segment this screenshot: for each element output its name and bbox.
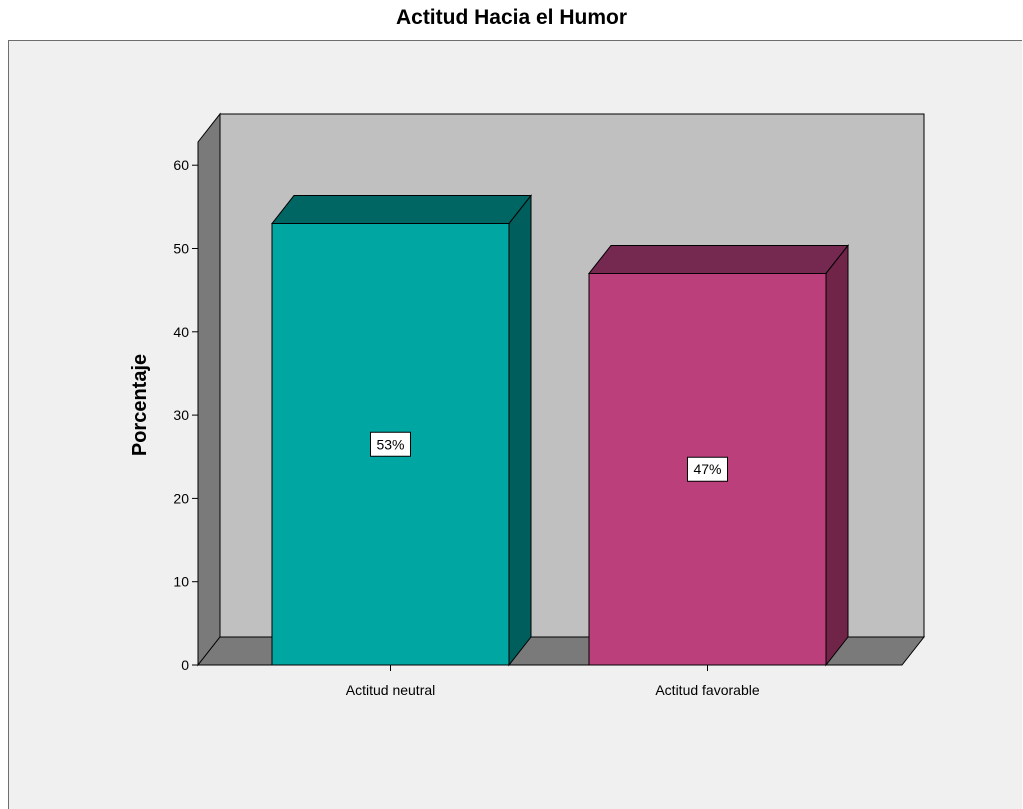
y-tick-label: 0	[181, 657, 189, 673]
y-tick-label: 40	[173, 324, 189, 340]
bar-top	[587, 244, 850, 274]
x-axis: Actitud neutral Actitud favorable	[346, 665, 760, 698]
y-axis: 0 10 20 30 40 50 60	[173, 157, 199, 673]
y-tick-label: 30	[173, 407, 189, 423]
y-axis-label: Porcentaje	[129, 354, 151, 456]
chart-title: Actitud Hacia el Humor	[395, 6, 628, 29]
bar-2: 47%	[587, 244, 850, 667]
y-tick-label: 10	[173, 574, 189, 590]
y-tick-label: 20	[173, 490, 189, 506]
category-label: Actitud neutral	[346, 682, 436, 698]
category-label: Actitud favorable	[655, 682, 759, 698]
data-label-box	[687, 456, 728, 482]
y-tick-label: 60	[173, 157, 189, 173]
bar-side	[825, 244, 849, 667]
bar-1: 53%	[270, 194, 533, 667]
data-label-box	[370, 431, 411, 457]
bars: 53% 47%	[270, 194, 850, 667]
side-wall	[197, 112, 221, 667]
data-label: 47%	[693, 461, 721, 477]
data-label: 53%	[376, 436, 404, 452]
bar-side	[508, 194, 532, 667]
bar-top	[270, 195, 533, 225]
y-tick-label: 50	[173, 241, 189, 257]
